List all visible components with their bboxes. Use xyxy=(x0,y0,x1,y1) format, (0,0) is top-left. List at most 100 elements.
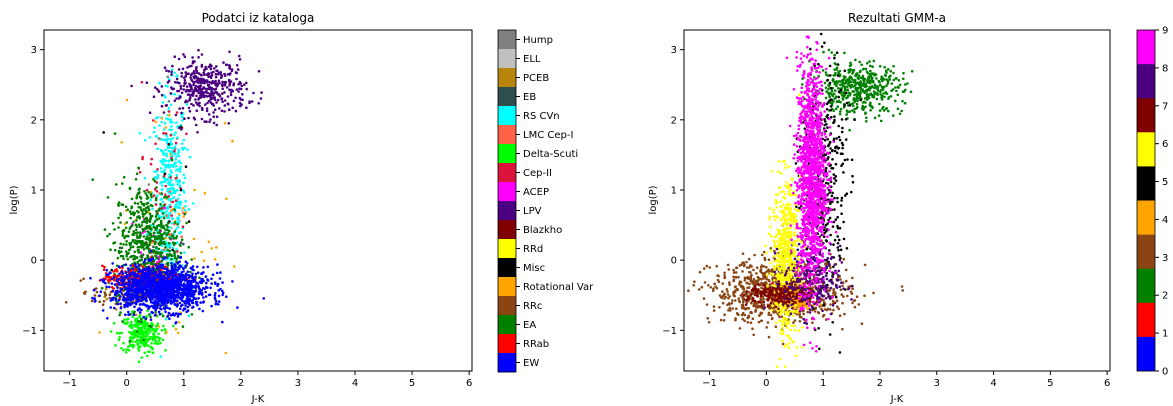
scatter-point xyxy=(187,279,191,283)
scatter-point xyxy=(180,142,184,145)
scatter-point xyxy=(837,87,840,90)
scatter-point xyxy=(221,289,224,293)
scatter-point xyxy=(98,294,101,298)
scatter-point xyxy=(206,91,210,95)
scatter-point xyxy=(108,232,111,236)
scatter-point xyxy=(174,113,178,117)
scatter-point xyxy=(183,291,187,295)
scatter-point xyxy=(130,197,134,201)
scatter-point xyxy=(154,203,158,206)
scatter-point xyxy=(119,302,122,306)
scatter-point xyxy=(862,80,866,83)
scatter-point xyxy=(889,69,893,73)
scatter-point xyxy=(182,173,186,177)
scatter-point xyxy=(143,275,146,279)
scatter-point xyxy=(139,208,143,212)
scatter-point xyxy=(195,76,199,80)
scatter-point xyxy=(90,299,94,303)
scatter-point xyxy=(887,97,890,100)
scatter-point xyxy=(139,282,142,285)
scatter-point xyxy=(190,266,193,270)
scatter-point xyxy=(238,58,242,61)
scatter-point xyxy=(187,285,190,289)
scatter-point xyxy=(181,325,185,328)
scatter-point xyxy=(122,175,126,179)
scatter-point xyxy=(875,97,879,101)
scatter-point xyxy=(135,330,139,333)
scatter-point xyxy=(752,333,755,337)
scatter-point xyxy=(876,92,879,95)
scatter-point xyxy=(152,119,155,122)
scatter-point xyxy=(147,307,150,311)
scatter-point xyxy=(225,86,229,89)
scatter-point xyxy=(168,249,171,253)
scatter-point xyxy=(187,220,191,223)
scatter-point xyxy=(149,315,152,319)
scatter-point xyxy=(155,186,158,189)
scatter-point xyxy=(125,273,129,277)
scatter-point xyxy=(159,286,163,289)
left-scatter-points xyxy=(64,48,266,364)
scatter-point xyxy=(149,269,152,273)
scatter-point xyxy=(133,290,137,294)
scatter-point xyxy=(180,271,183,274)
scatter-point xyxy=(223,110,226,113)
scatter-point xyxy=(162,180,165,184)
scatter-point xyxy=(228,64,231,67)
scatter-point xyxy=(125,221,129,224)
scatter-point xyxy=(132,281,136,285)
scatter-point xyxy=(101,264,104,268)
scatter-point xyxy=(119,254,123,258)
scatter-point xyxy=(180,304,183,308)
scatter-point xyxy=(161,274,164,278)
scatter-point xyxy=(863,91,866,94)
colorbar-swatch xyxy=(498,68,516,88)
scatter-point xyxy=(213,98,217,102)
scatter-point xyxy=(880,75,883,78)
scatter-point xyxy=(894,77,898,80)
colorbar-swatch xyxy=(498,163,516,183)
scatter-point xyxy=(867,87,871,90)
scatter-point xyxy=(141,333,144,337)
scatter-point xyxy=(176,197,180,200)
scatter-point xyxy=(723,297,726,300)
scatter-point xyxy=(158,81,161,85)
scatter-point xyxy=(149,198,152,202)
scatter-point xyxy=(82,291,86,295)
scatter-point xyxy=(93,300,97,303)
scatter-point xyxy=(176,331,180,335)
scatter-point xyxy=(130,320,133,324)
scatter-point xyxy=(169,141,172,144)
scatter-point xyxy=(208,120,211,124)
scatter-point xyxy=(156,283,159,287)
scatter-point xyxy=(848,128,851,132)
scatter-point xyxy=(238,87,241,90)
scatter-point xyxy=(134,264,137,267)
scatter-point xyxy=(879,119,883,123)
scatter-point xyxy=(160,85,164,88)
scatter-point xyxy=(128,330,131,334)
scatter-point xyxy=(125,243,128,246)
scatter-point xyxy=(188,88,192,92)
scatter-point xyxy=(179,188,183,192)
scatter-point xyxy=(200,65,204,68)
scatter-point xyxy=(162,232,165,236)
scatter-point xyxy=(168,226,172,229)
scatter-point xyxy=(153,170,156,173)
scatter-point xyxy=(747,290,751,294)
scatter-point xyxy=(161,338,165,342)
scatter-point xyxy=(138,322,141,326)
scatter-point xyxy=(132,220,135,224)
scatter-point xyxy=(124,205,128,208)
scatter-point xyxy=(146,354,149,358)
scatter-point xyxy=(155,134,158,138)
scatter-point xyxy=(168,190,172,193)
scatter-point xyxy=(191,94,195,97)
scatter-point xyxy=(161,263,165,267)
x-tick-label: −1 xyxy=(62,378,77,389)
scatter-point xyxy=(183,55,187,58)
scatter-point xyxy=(162,295,165,298)
scatter-point xyxy=(160,328,164,332)
scatter-point xyxy=(853,93,856,97)
